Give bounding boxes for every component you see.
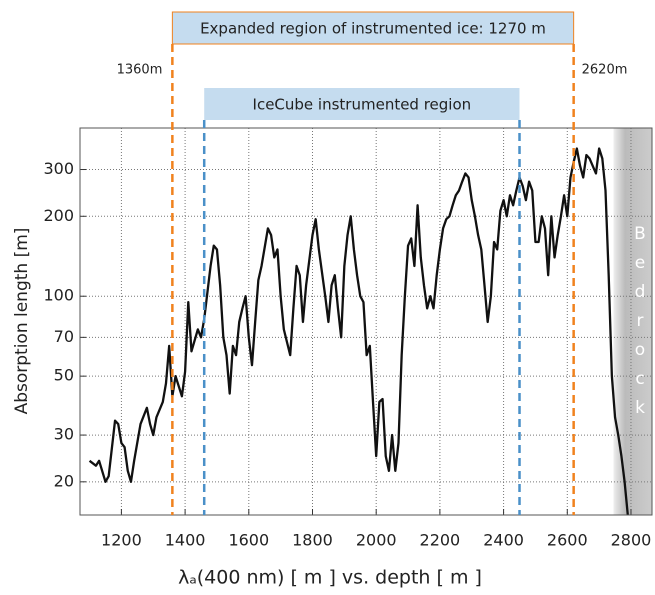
plot-frame [79,127,653,516]
region-box [171,11,575,45]
boundary-label: 2620m [582,63,628,78]
region-box [204,88,520,120]
x-tick-label: 1400 [165,531,206,550]
x-axis-label: λₐ(400 nm) [ m ] vs. depth [ m ] [178,567,482,589]
y-tick-label: 20 [54,471,74,490]
x-tick-label: 1800 [292,531,333,550]
y-axis-label: Absorption length [m] [12,228,32,415]
x-tick-label: 2600 [547,531,588,550]
x-tick-label: 2200 [420,531,461,550]
y-tick-label: 70 [54,327,74,346]
data-line [88,147,629,515]
region-label: Expanded region of instrumented ice: 127… [200,20,546,38]
x-tick-label: 2400 [483,531,524,550]
y-tick-label: 300 [43,159,74,178]
y-tick-label: 200 [43,206,74,225]
bedrock-label: Bedrock [630,223,650,427]
boundary-label: 1360m [117,63,163,78]
y-tick-label: 30 [54,425,74,444]
plot [88,147,629,515]
x-tick-label: 1600 [228,531,269,550]
x-tick-label: 2800 [611,531,652,550]
y-tick-label: 50 [54,366,74,385]
y-tick-label: 100 [43,286,74,305]
x-tick-label: 2000 [356,531,397,550]
x-tick-label: 1200 [101,531,142,550]
region-label: IceCube instrumented region [253,96,472,114]
